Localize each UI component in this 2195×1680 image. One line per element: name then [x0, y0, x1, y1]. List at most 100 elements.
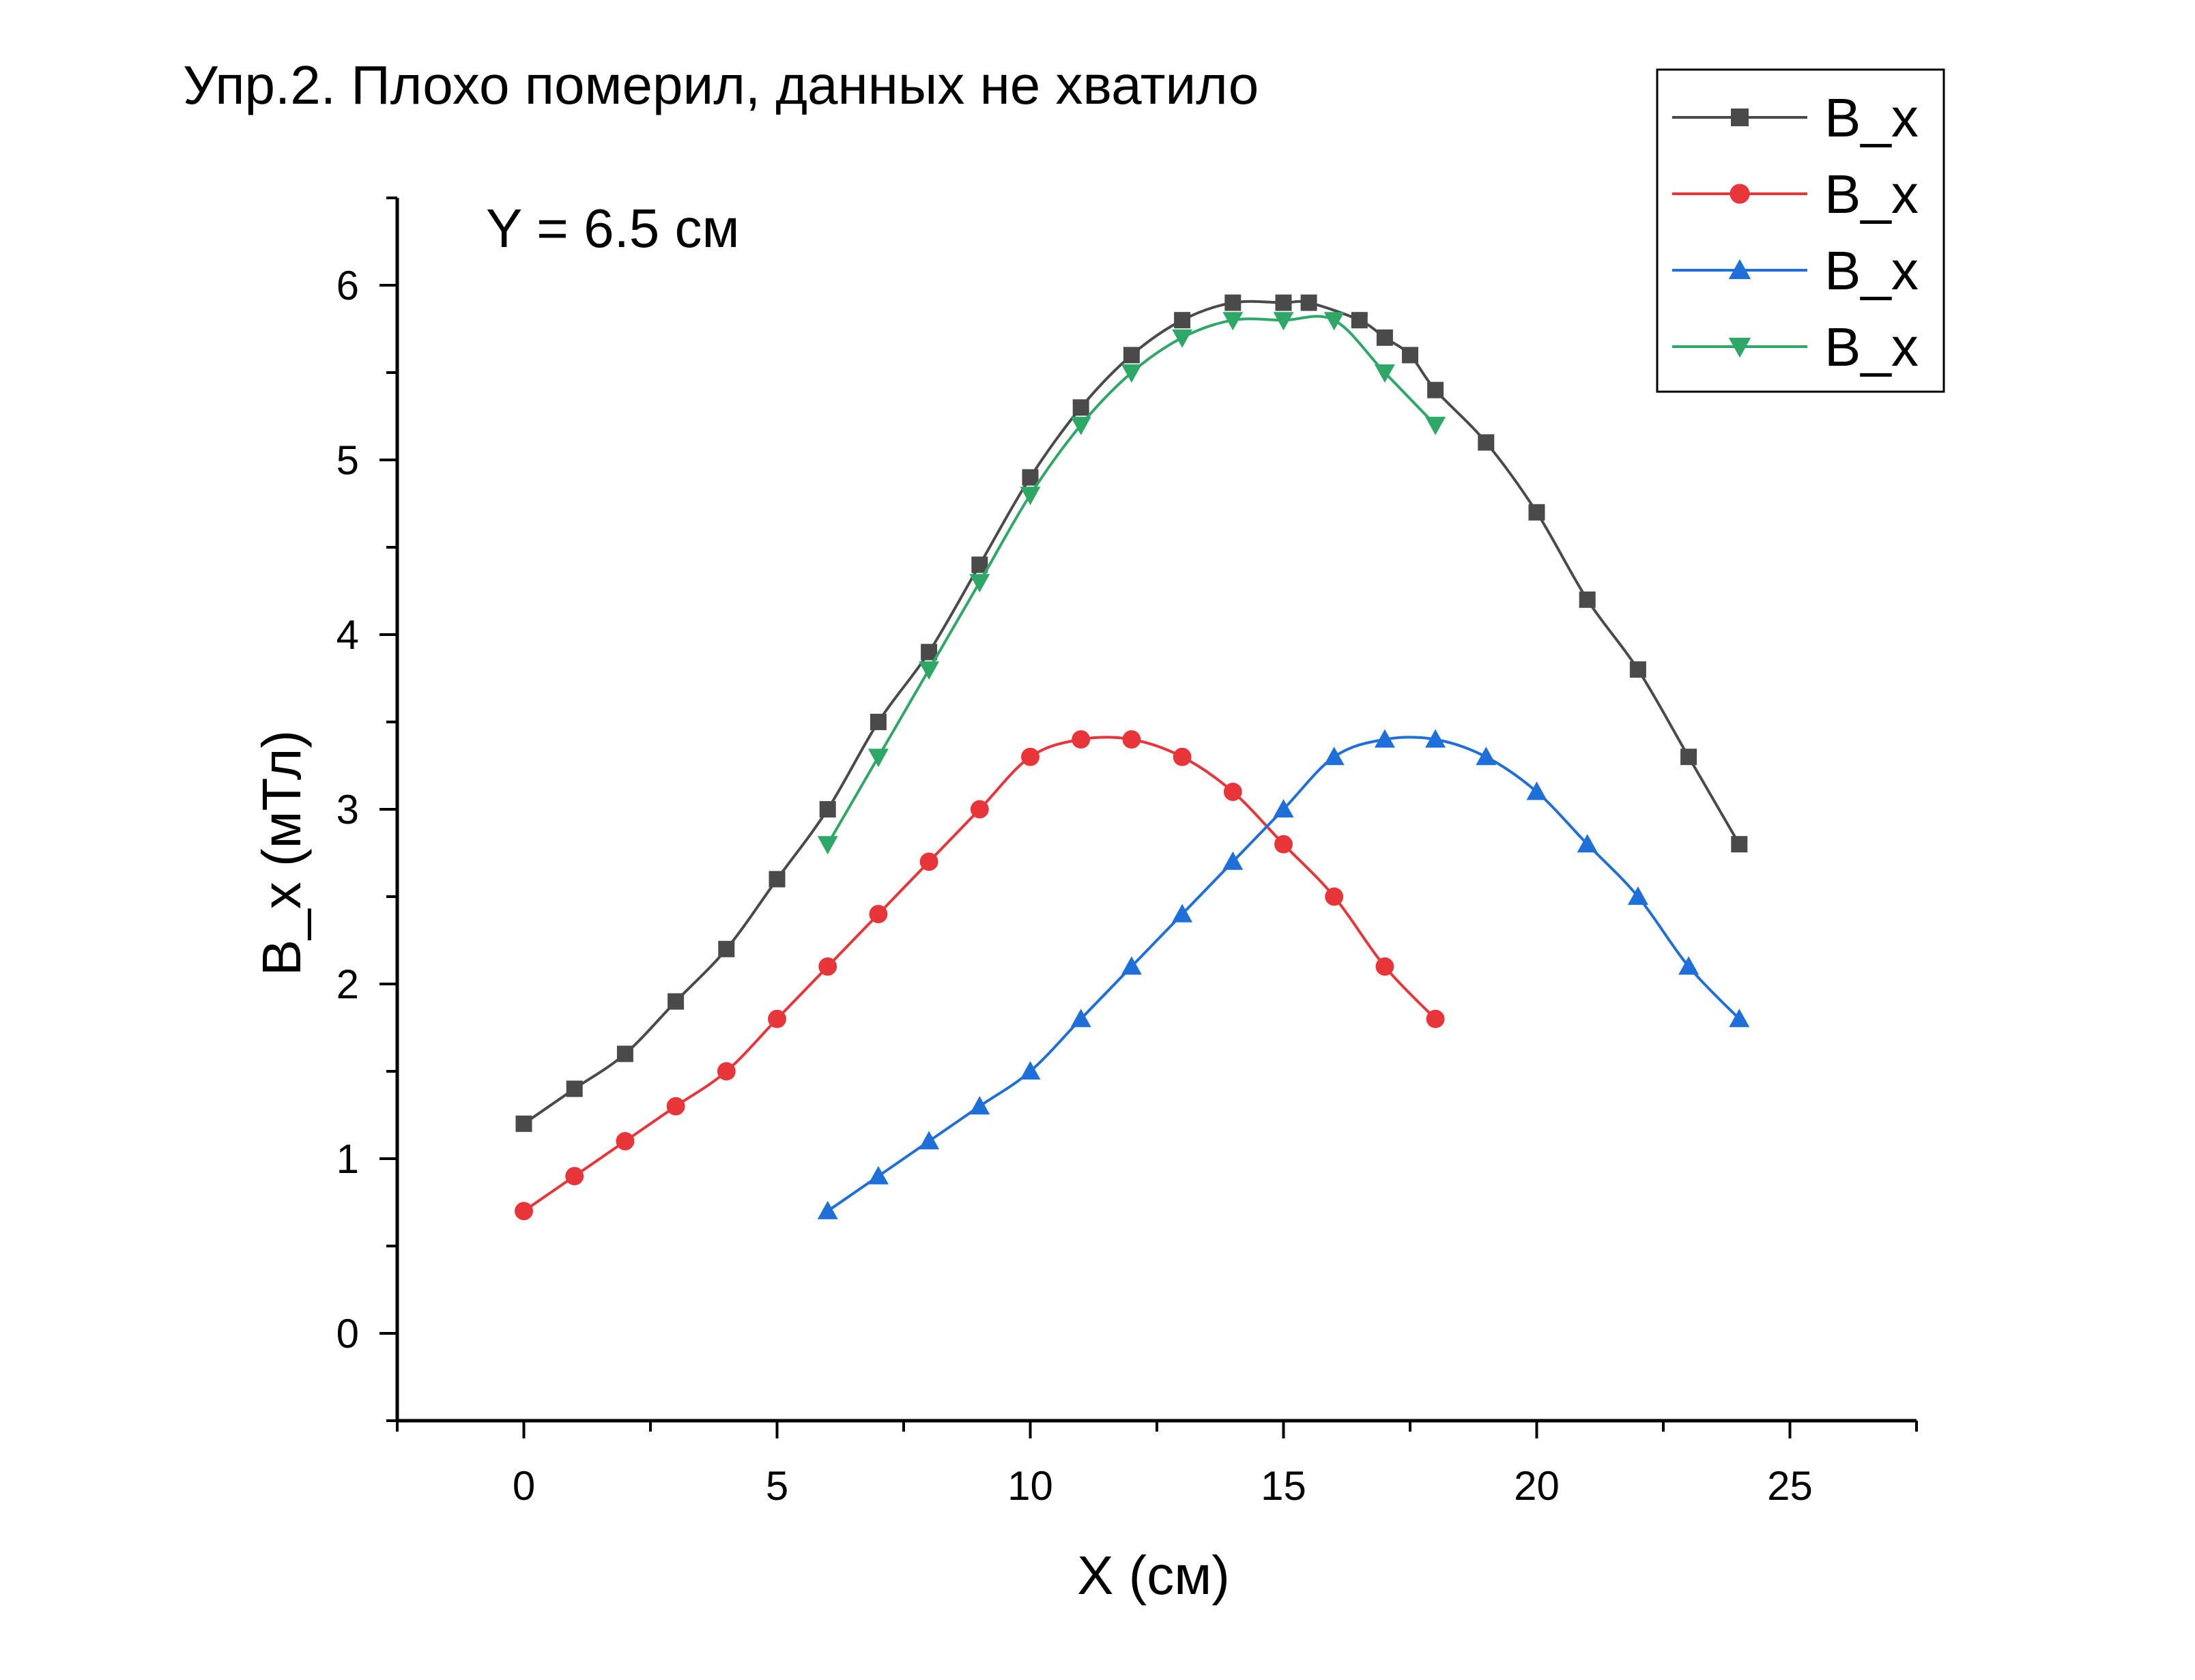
data-point-circle — [1426, 1009, 1445, 1028]
data-point-triangle-up — [1323, 747, 1345, 766]
data-point-triangle-up — [1729, 1009, 1750, 1028]
data-point-square — [1123, 347, 1140, 364]
data-point-square — [668, 993, 685, 1010]
data-point-triangle-down — [1323, 312, 1345, 331]
data-point-circle — [1325, 887, 1344, 906]
data-point-circle — [565, 1167, 584, 1186]
data-point-triangle-up — [1273, 799, 1294, 817]
legend-label: B_x — [1824, 87, 1919, 148]
data-point-square — [1022, 469, 1039, 486]
y-tick-label: 2 — [336, 961, 359, 1007]
data-point-square — [1427, 381, 1444, 399]
data-point-triangle-up — [1222, 851, 1244, 870]
data-point-triangle-up — [1425, 729, 1446, 748]
y-tick-label: 5 — [336, 437, 359, 483]
data-point-square — [769, 871, 786, 888]
data-point-square — [1300, 294, 1317, 311]
series-line — [523, 300, 1741, 1125]
data-point-circle — [1274, 835, 1293, 854]
data-point-circle — [1223, 782, 1242, 801]
data-point-triangle-down — [1172, 329, 1193, 348]
data-point-circle — [768, 1009, 786, 1028]
data-point-circle — [717, 1062, 736, 1081]
x-axis-title: X (см) — [1077, 1545, 1230, 1606]
data-point-triangle-up — [1627, 886, 1648, 905]
legend-label: B_x — [1824, 240, 1919, 301]
data-point-square — [819, 801, 836, 817]
y-tick-label: 1 — [336, 1136, 359, 1182]
data-point-square — [515, 1115, 532, 1132]
x-tick-label: 0 — [513, 1463, 535, 1509]
data-point-triangle-down — [1070, 416, 1091, 435]
data-point-circle — [1730, 184, 1750, 204]
data-point-triangle-down — [919, 661, 940, 680]
data-point-triangle-down — [867, 749, 889, 768]
chart-title: Упр.2. Плохо померил, данных не хватило — [183, 55, 1259, 115]
data-point-triangle-down — [1273, 312, 1294, 331]
data-point-triangle-up — [1728, 259, 1751, 279]
data-point-square — [1528, 504, 1545, 521]
data-point-circle — [515, 1202, 533, 1221]
data-point-square — [1174, 312, 1191, 329]
data-point-square — [1402, 347, 1418, 364]
data-point-triangle-up — [1526, 781, 1547, 800]
data-point-circle — [869, 905, 888, 924]
x-tick-label: 15 — [1261, 1463, 1306, 1509]
data-point-triangle-up — [1678, 956, 1699, 975]
data-point-square — [1275, 294, 1292, 311]
data-point-circle — [970, 800, 989, 819]
data-point-circle — [666, 1097, 685, 1116]
data-point-square — [1579, 591, 1596, 608]
data-point-square — [718, 940, 735, 957]
data-point-square — [616, 1045, 633, 1062]
data-point-square — [1224, 294, 1242, 311]
data-point-triangle-down — [1425, 416, 1446, 435]
data-point-triangle-up — [1172, 903, 1193, 923]
legend-box — [1656, 68, 1945, 393]
y-axis-title: B_x (мТл) — [251, 730, 312, 976]
data-point-triangle-up — [1020, 1061, 1041, 1080]
data-point-square — [1731, 108, 1749, 126]
y-tick-label: 4 — [336, 612, 359, 658]
data-point-square — [1629, 661, 1646, 678]
data-point-triangle-down — [1374, 364, 1395, 383]
data-point-triangle-down — [1020, 487, 1041, 506]
data-point-circle — [1173, 747, 1192, 766]
data-point-triangle-down — [1121, 364, 1142, 383]
x-tick-label: 20 — [1514, 1463, 1560, 1509]
legend-label: B_x — [1824, 317, 1919, 377]
data-point-triangle-down — [969, 574, 990, 593]
x-tick-label: 5 — [766, 1463, 788, 1509]
x-tick-label: 25 — [1767, 1463, 1813, 1509]
data-point-triangle-up — [1374, 729, 1395, 748]
data-point-circle — [1122, 730, 1141, 749]
data-point-triangle-up — [1577, 834, 1598, 853]
data-point-circle — [1021, 747, 1039, 766]
data-point-square — [1351, 312, 1368, 329]
data-point-circle — [818, 957, 837, 976]
y-tick-label: 6 — [336, 263, 359, 308]
data-point-square — [1072, 399, 1089, 416]
data-point-square — [870, 714, 887, 730]
data-point-triangle-down — [1222, 312, 1244, 331]
data-point-square — [1731, 836, 1748, 853]
series-3 — [817, 729, 1750, 1219]
data-point-square — [566, 1080, 583, 1097]
x-tick-label: 10 — [1007, 1463, 1053, 1509]
data-point-triangle-up — [817, 1200, 838, 1219]
data-point-triangle-up — [919, 1131, 940, 1150]
data-point-triangle-down — [1728, 338, 1751, 358]
data-point-circle — [919, 852, 938, 871]
data-point-triangle-up — [969, 1096, 990, 1115]
chart-annotation: Y = 6.5 см — [486, 198, 740, 259]
data-point-square — [1478, 434, 1495, 451]
data-point-circle — [616, 1131, 635, 1150]
data-point-square — [1680, 749, 1697, 766]
data-point-circle — [1072, 730, 1091, 749]
series-2 — [515, 730, 1445, 1221]
series-1 — [515, 294, 1748, 1132]
data-point-triangle-up — [1070, 1009, 1091, 1028]
series-4 — [817, 312, 1446, 855]
axes: 0 5 10 15 20 25 0 1 2 3 4 5 6 — [336, 197, 1918, 1509]
